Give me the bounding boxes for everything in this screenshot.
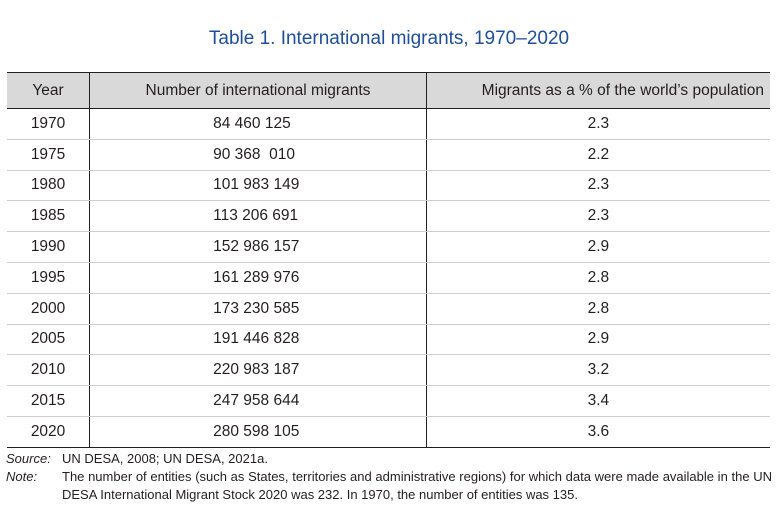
- table-row: 1975 90 368 010 2.2: [7, 139, 770, 171]
- header-percent: Migrants as a % of the world’s populatio…: [426, 72, 770, 109]
- header-year: Year: [7, 72, 91, 109]
- table-row: 1990 152 986 157 2.9: [7, 231, 770, 263]
- table-row: 2000 173 230 585 2.8: [7, 293, 770, 325]
- cell-migrants: 173 230 585: [89, 293, 427, 325]
- cell-migrants: 220 983 187: [89, 354, 427, 387]
- cell-migrants: 113 206 691: [89, 200, 427, 233]
- table-row: 1985 113 206 691 2.3: [7, 200, 770, 233]
- cell-percent: 2.8: [426, 262, 770, 294]
- cell-year: 2005: [7, 324, 91, 356]
- header-row: Year Number of international migrants Mi…: [7, 72, 770, 109]
- note-text: The number of entities (such as States, …: [62, 469, 772, 502]
- cell-percent: 2.9: [426, 231, 770, 263]
- table-notes: Source: UN DESA, 2008; UN DESA, 2021a. N…: [6, 450, 772, 504]
- cell-percent: 2.3: [426, 200, 770, 233]
- cell-migrants: 247 958 644: [89, 385, 427, 417]
- cell-percent: 2.3: [426, 108, 770, 140]
- table-body: 1970 84 460 125 2.3 1975 90 368 010 2.2 1980 10…: [7, 108, 770, 448]
- cell-year: 1990: [7, 231, 91, 263]
- table-title: Table 1. International migrants, 1970–20…: [208, 28, 570, 49]
- cell-year: 1995: [7, 262, 91, 294]
- header-migrants: Number of international migrants: [89, 72, 427, 109]
- cell-migrants: 161 289 976: [89, 262, 427, 294]
- cell-migrants: 280 598 105: [89, 416, 427, 448]
- cell-migrants: 152 986 157: [89, 231, 427, 263]
- cell-year: 1985: [7, 200, 91, 233]
- cell-year: 2020: [7, 416, 91, 448]
- cell-year: 2010: [7, 354, 91, 387]
- note-line: Note: The number of entities (such as St…: [6, 468, 772, 504]
- cell-migrants: 191 446 828: [89, 324, 427, 356]
- cell-year: 1970: [7, 108, 91, 140]
- table-row: 2020 280 598 105 3.6: [7, 416, 770, 448]
- cell-year: 2000: [7, 293, 91, 325]
- cell-year: 1980: [7, 170, 91, 202]
- table-row: 2005 191 446 828 2.9: [7, 324, 770, 356]
- cell-percent: 3.2: [426, 354, 770, 387]
- cell-year: 1975: [7, 139, 91, 171]
- cell-percent: 2.3: [426, 170, 770, 202]
- note-label: Note:: [6, 469, 38, 484]
- table-row: 1970 84 460 125 2.3: [7, 108, 770, 140]
- cell-percent: 2.8: [426, 293, 770, 325]
- table-row: 2015 247 958 644 3.4: [7, 385, 770, 417]
- cell-percent: 3.4: [426, 385, 770, 417]
- migrants-table: Year Number of international migrants Mi…: [7, 72, 770, 448]
- cell-migrants: 90 368 010: [89, 139, 427, 171]
- source-label: Source:: [6, 451, 51, 466]
- cell-migrants: 84 460 125: [89, 108, 427, 140]
- cell-percent: 3.6: [426, 416, 770, 448]
- source-text: UN DESA, 2008; UN DESA, 2021a.: [62, 451, 268, 466]
- table-row: 1995 161 289 976 2.8: [7, 262, 770, 294]
- cell-percent: 2.9: [426, 324, 770, 356]
- table-row: 1980 101 983 149 2.3: [7, 170, 770, 202]
- table-row: 2010 220 983 187 3.2: [7, 354, 770, 387]
- cell-year: 2015: [7, 385, 91, 417]
- source-line: Source: UN DESA, 2008; UN DESA, 2021a.: [6, 450, 772, 468]
- cell-migrants: 101 983 149: [89, 170, 427, 202]
- cell-percent: 2.2: [426, 139, 770, 171]
